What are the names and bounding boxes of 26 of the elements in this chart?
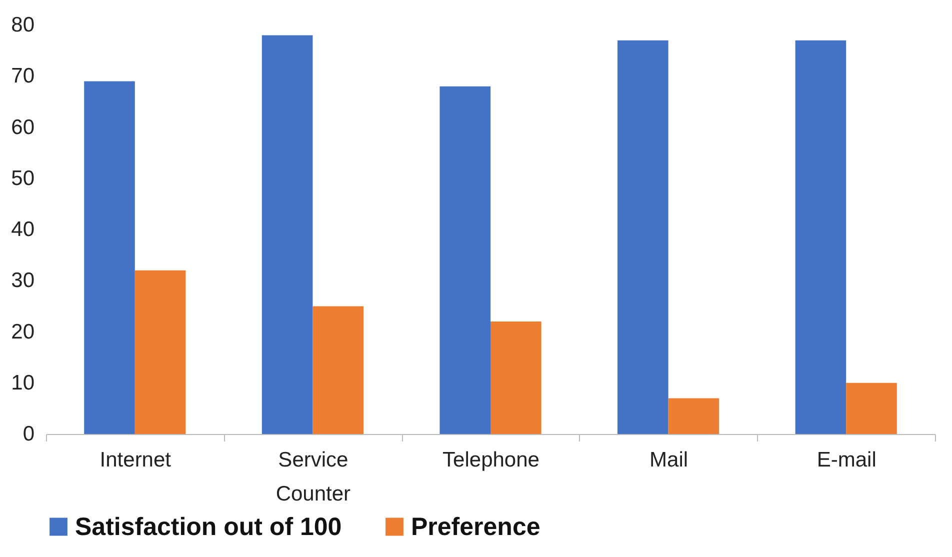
y-tick-label: 40 [11, 218, 34, 241]
x-tick-label: Internet [100, 448, 172, 472]
x-tick-label: Service Counter [276, 448, 351, 506]
y-tick-label: 60 [11, 116, 34, 139]
legend-label: Satisfaction out of 100 [75, 512, 342, 541]
bar [618, 40, 668, 434]
bar [312, 306, 364, 434]
bar [490, 322, 542, 434]
y-tick-label: 50 [11, 166, 34, 190]
bar [795, 40, 846, 434]
bar [262, 35, 313, 434]
bar [134, 270, 186, 434]
x-tick-label: Mail [650, 448, 688, 472]
legend-label: Preference [411, 512, 540, 541]
x-tick-label: E-mail [816, 448, 876, 472]
y-tick-label: 10 [11, 371, 34, 394]
y-tick-label: 0 [22, 422, 34, 446]
y-tick-label: 30 [11, 269, 34, 292]
x-tick-label: Telephone [442, 448, 540, 472]
y-tick-label: 70 [11, 64, 34, 88]
bar [440, 86, 490, 434]
y-tick-label: 80 [11, 14, 34, 36]
bar [846, 382, 897, 434]
y-tick-label: 20 [11, 320, 34, 344]
bar [668, 398, 720, 434]
bar [84, 81, 135, 434]
